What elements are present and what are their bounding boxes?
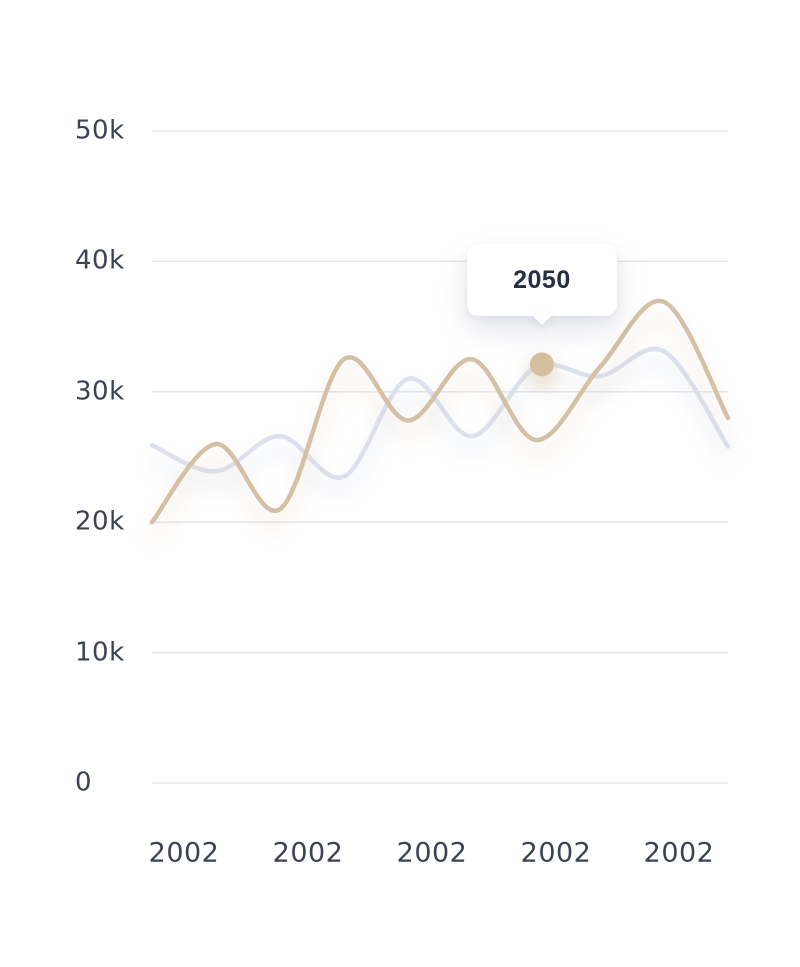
y-tick-label-40k: 40k [75,245,125,276]
y-tick-label-20k: 20k [75,506,125,537]
x-tick-label-4: 2002 [520,837,592,869]
light-blue-series[interactable] [149,346,731,481]
x-tick-label-1: 2002 [148,837,220,869]
y-tick-label-0: 0 [75,767,93,798]
highlight-dot[interactable] [529,352,554,377]
chart-tooltip: 2050 [466,244,617,326]
y-tick-label-30k: 30k [75,376,125,407]
beige-series[interactable] [149,298,731,525]
x-tick-label-5: 2002 [643,837,715,869]
tooltip-value: 2050 [513,265,571,294]
y-tick-label-10k: 10k [75,637,125,668]
x-tick-label-3: 2002 [396,837,468,869]
y-tick-label-50k: 50k [75,115,125,146]
x-tick-label-2: 2002 [272,837,344,869]
